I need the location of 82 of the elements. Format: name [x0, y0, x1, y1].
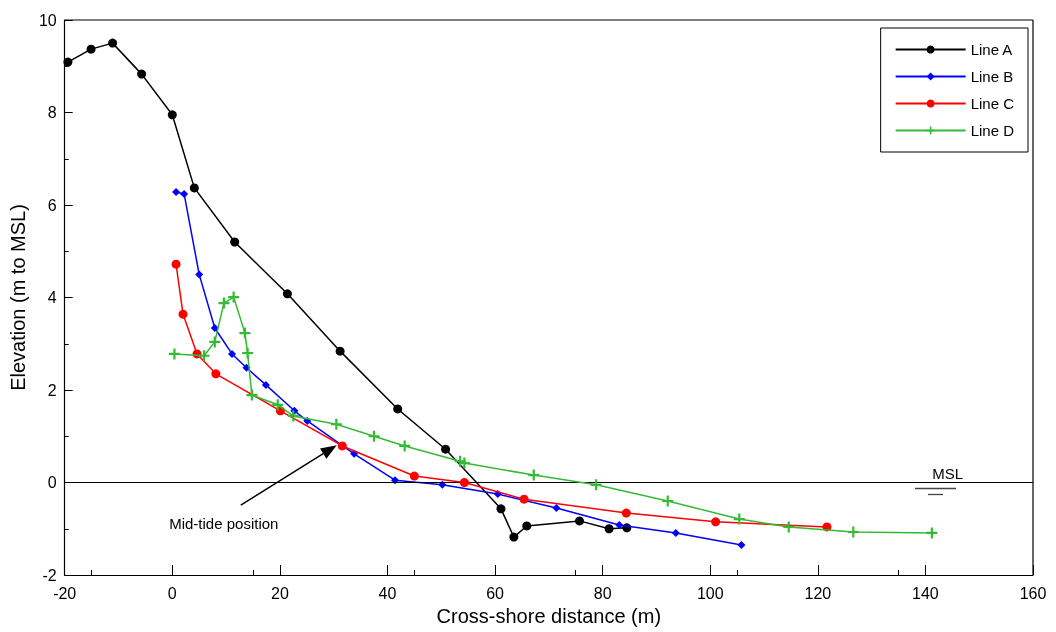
legend-label: Line C — [970, 95, 1015, 112]
y-axis-title: Elevation (m to MSL) — [7, 204, 29, 391]
point — [198, 350, 210, 362]
point — [575, 516, 585, 526]
point — [282, 289, 292, 299]
legend-label: Line D — [970, 122, 1015, 139]
y-tick-label: 8 — [47, 104, 57, 121]
point — [178, 309, 188, 319]
point — [615, 521, 624, 530]
point — [441, 444, 451, 454]
point — [108, 38, 118, 48]
point — [662, 495, 674, 507]
point — [590, 479, 602, 491]
point — [228, 349, 236, 358]
point — [246, 389, 258, 401]
point — [711, 517, 721, 527]
x-tick-label: 120 — [804, 584, 832, 602]
point — [847, 526, 859, 538]
ref-line-label: MSL — [932, 464, 963, 482]
point — [230, 237, 240, 247]
point — [926, 527, 938, 539]
x-tick-label: 80 — [593, 584, 612, 602]
point — [438, 480, 447, 489]
point — [737, 540, 746, 549]
point — [218, 297, 230, 309]
point — [189, 183, 199, 193]
point — [368, 430, 380, 442]
point — [604, 524, 614, 534]
point — [399, 440, 411, 452]
point — [496, 504, 506, 514]
y-tick-label: 6 — [47, 196, 57, 214]
x-tick-label: -20 — [53, 584, 77, 602]
point — [621, 508, 631, 518]
point — [172, 188, 181, 197]
point — [86, 44, 96, 54]
point — [63, 57, 73, 67]
x-tick-label: 60 — [486, 584, 505, 602]
y-tick-label: 4 — [47, 289, 57, 306]
y-tick-label: -2 — [42, 566, 57, 584]
point — [522, 521, 532, 531]
point — [458, 457, 470, 469]
point — [733, 513, 745, 525]
x-tick-label: 0 — [167, 584, 177, 602]
point — [287, 410, 299, 422]
point — [195, 270, 204, 279]
y-tick-label: 2 — [47, 381, 57, 399]
point — [393, 404, 403, 414]
point — [180, 189, 189, 198]
y-tick-label: 0 — [47, 474, 57, 491]
point — [330, 418, 342, 430]
point — [783, 521, 795, 533]
legend-label: Line A — [970, 41, 1013, 58]
point — [167, 110, 177, 120]
point — [337, 441, 347, 451]
point — [228, 291, 240, 303]
point — [272, 399, 284, 411]
point — [519, 494, 529, 504]
point — [509, 532, 519, 542]
point — [409, 471, 419, 481]
legend-label: Line B — [970, 68, 1014, 85]
point — [211, 369, 221, 379]
point — [209, 336, 221, 348]
x-tick-label: 20 — [270, 584, 289, 602]
y-tick-label: 10 — [38, 11, 57, 29]
point — [210, 324, 219, 333]
point — [335, 346, 345, 356]
x-axis-title: Cross-shore distance (m) — [436, 604, 662, 627]
annotation: Mid-tide position — [169, 514, 279, 532]
point — [137, 69, 147, 79]
point — [261, 380, 270, 389]
x-tick-label: 100 — [696, 584, 724, 602]
point — [552, 503, 561, 512]
point — [671, 528, 680, 537]
point — [171, 259, 181, 269]
point — [528, 469, 540, 481]
point — [239, 327, 251, 339]
x-tick-label: 160 — [1019, 584, 1047, 602]
x-tick-label: 140 — [912, 584, 939, 602]
point — [168, 348, 180, 360]
point — [242, 347, 254, 359]
point — [459, 478, 469, 487]
x-tick-label: 40 — [378, 584, 397, 602]
